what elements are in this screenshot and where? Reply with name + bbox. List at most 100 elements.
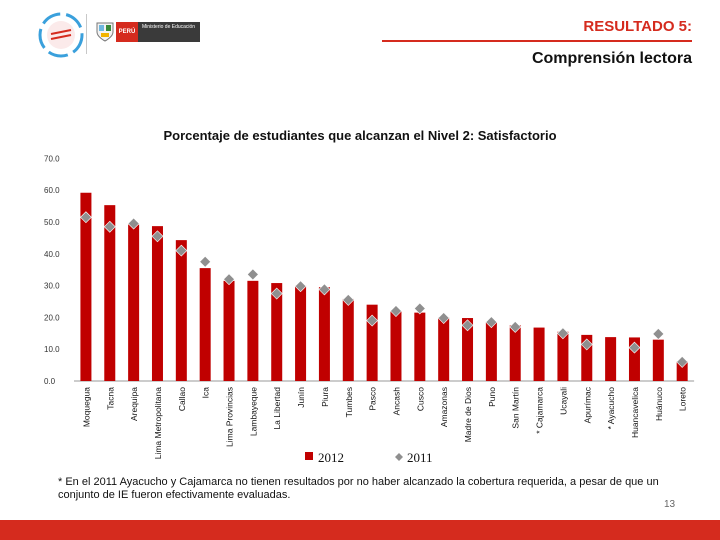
legend-label-2011: 2011	[407, 450, 433, 465]
ministry-logo-label: Ministerio de Educación	[138, 22, 200, 42]
y-tick-label: 30.0	[44, 282, 60, 291]
logo-icon	[38, 12, 84, 58]
legend-label-2012: 2012	[318, 450, 344, 465]
marker-2011	[246, 268, 259, 281]
x-tick-label: Puno	[487, 387, 497, 407]
bar-2012	[104, 205, 116, 381]
x-tick-label: Lima Metropolitana	[153, 387, 163, 460]
bar-2012	[652, 339, 664, 381]
bar-2012	[628, 337, 640, 381]
x-tick-label: Arequipa	[129, 387, 139, 421]
x-tick-label: Huancavelica	[630, 387, 640, 438]
x-tick-label: Callao	[177, 387, 187, 411]
x-tick-label: Lambayeque	[248, 387, 258, 436]
bar-2012	[581, 334, 593, 381]
marker-2011	[580, 338, 593, 351]
bar-2012	[175, 240, 187, 381]
bar-2012	[414, 312, 426, 381]
marker-2011	[509, 321, 522, 333]
x-tick-label: Ica	[201, 387, 211, 399]
marker-2011	[676, 355, 689, 368]
bar-chart: 0.0 10.0 20.0 30.0 40.0 50.0 60.0 70.0 Moquegua T…	[44, 154, 695, 461]
x-tick-label: Pasco	[368, 387, 378, 411]
bar-2012	[223, 280, 235, 381]
bar-2012	[199, 268, 211, 381]
bar-2012	[342, 298, 354, 381]
bar-2012	[557, 331, 569, 381]
x-tick-label: Amazonas	[439, 387, 449, 427]
bar-2012	[318, 287, 330, 381]
bar-2012	[462, 318, 474, 381]
x-tick-label: Piura	[320, 387, 330, 407]
bar-2012	[676, 361, 688, 381]
result-title: RESULTADO 5:	[583, 18, 692, 35]
legend-swatch-2011	[395, 453, 403, 461]
marker-2011	[294, 280, 307, 293]
marker-2011	[652, 328, 665, 340]
bar-2012	[151, 226, 163, 381]
marker-2011	[461, 319, 474, 332]
coat-of-arms-icon	[96, 22, 114, 42]
footer-bar	[0, 520, 720, 540]
marker-2011	[175, 244, 188, 257]
bar-2012	[128, 224, 140, 381]
x-tick-label: Ancash	[391, 387, 401, 416]
marker-2011	[628, 341, 641, 354]
legend-swatch-2012	[305, 452, 313, 460]
x-tick-label: San Martín	[511, 387, 521, 429]
marker-2011	[318, 283, 331, 296]
title-rule	[382, 40, 692, 42]
x-tick-label: Junín	[296, 387, 306, 408]
x-tick-label: Moquegua	[81, 387, 91, 427]
marker-2011	[270, 287, 283, 300]
y-tick-label: 50.0	[44, 218, 60, 227]
marker-2011	[342, 293, 355, 306]
marker-2011	[557, 327, 569, 340]
x-tick-label: Lima Provincias	[225, 387, 235, 447]
bar-2012	[80, 192, 92, 381]
marker-2011	[80, 211, 92, 224]
y-tick-label: 10.0	[44, 345, 60, 354]
header-divider	[86, 14, 87, 54]
bar-2012	[366, 304, 378, 381]
x-tick-label: Apurímac	[582, 386, 592, 423]
bar-2012	[485, 322, 497, 381]
x-tick-label: La Libertad	[272, 387, 282, 430]
marker-2011	[151, 230, 164, 243]
marker-2011	[437, 312, 450, 324]
y-tick-label: 0.0	[44, 377, 56, 386]
bar-2012	[271, 283, 283, 381]
x-tick-label: * Cajamarca	[535, 387, 545, 434]
x-tick-label: Ucayali	[558, 387, 568, 415]
bar-2012	[438, 317, 450, 381]
bar-2012	[533, 327, 545, 381]
marker-2011	[485, 316, 498, 329]
y-tick-label: 40.0	[44, 250, 60, 259]
bar-2012	[605, 337, 617, 381]
footnote: * En el 2011 Ayacucho y Cajamarca no tie…	[58, 476, 659, 501]
marker-2011	[413, 302, 426, 315]
marker-2011	[223, 273, 235, 286]
x-tick-label: Huánuco	[654, 387, 664, 421]
bar-2012	[509, 325, 521, 381]
marker-2011	[390, 305, 402, 317]
page-subtitle: Comprensión lectora	[531, 50, 692, 67]
x-tick-label: * Ayacucho	[606, 387, 616, 430]
bar-2012	[247, 280, 259, 381]
peru-logo-label: PERÚ	[116, 22, 138, 42]
marker-2011	[103, 220, 116, 233]
chart-title: Porcentaje de estudiantes que alcanzan e…	[163, 128, 557, 143]
y-tick-label: 70.0	[44, 154, 60, 163]
marker-2011	[199, 255, 212, 268]
x-tick-label: Cusco	[415, 387, 425, 411]
x-tick-label: Loreto	[678, 387, 688, 411]
bar-2012	[295, 285, 307, 381]
y-tick-label: 20.0	[44, 313, 60, 322]
marker-2011	[366, 314, 379, 327]
x-tick-label: Madre de Dios	[463, 387, 473, 442]
x-tick-label: Tumbes	[344, 387, 354, 417]
marker-2011	[127, 217, 140, 230]
bar-2012	[390, 311, 402, 381]
y-tick-label: 60.0	[44, 186, 60, 195]
x-tick-label: Tacna	[105, 387, 115, 410]
